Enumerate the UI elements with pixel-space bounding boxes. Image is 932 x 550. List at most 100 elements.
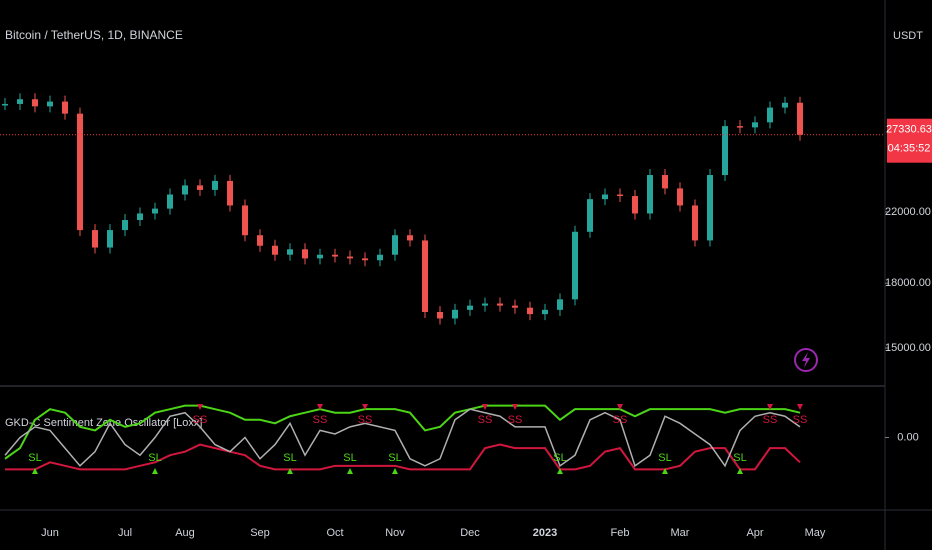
signal-label: SL [388, 452, 401, 464]
signal-arrow [767, 404, 773, 410]
candle [377, 254, 383, 261]
signal-arrow [797, 404, 803, 410]
candle [77, 113, 83, 231]
chart-title: Bitcoin / TetherUS, 1D, BINANCE [5, 28, 183, 42]
x-tick-label: Oct [326, 527, 343, 539]
signal-label: SS [508, 414, 523, 426]
signal-label: SL [553, 452, 566, 464]
signal-label: SL [28, 452, 41, 464]
signal-arrow [317, 404, 323, 410]
candle [2, 103, 8, 106]
candle [557, 299, 563, 310]
signal-label: SL [343, 452, 356, 464]
x-tick-label: Jun [41, 527, 59, 539]
x-tick-label: Sep [250, 527, 270, 539]
candle [707, 175, 713, 241]
candle [107, 230, 113, 248]
signal-label: SL [148, 452, 161, 464]
x-tick-label: Mar [671, 527, 690, 539]
signal-label: SL [283, 452, 296, 464]
x-tick-label: Apr [746, 527, 763, 539]
candle [197, 185, 203, 190]
candle [422, 240, 428, 312]
candle [527, 307, 533, 315]
signal-label: SS [613, 414, 628, 426]
candle [647, 175, 653, 214]
candle [122, 220, 128, 231]
signal-arrow [557, 468, 563, 474]
signal-arrow [197, 404, 203, 410]
x-tick-label: Dec [460, 527, 480, 539]
x-tick-label: Aug [175, 527, 195, 539]
x-tick-label: Feb [611, 527, 630, 539]
x-tick-label: 2023 [533, 527, 557, 539]
candle [212, 180, 218, 190]
candle [767, 107, 773, 123]
icon-ring [794, 348, 818, 372]
candle [137, 213, 143, 221]
candle [782, 102, 788, 108]
candle [542, 309, 548, 315]
y-tick-label: 22000.00 [885, 206, 931, 218]
candle [572, 231, 578, 300]
signal-label: SS [193, 414, 208, 426]
signal-arrow [362, 404, 368, 410]
candle [662, 175, 668, 189]
signal-arrow [32, 468, 38, 474]
signal-label: SS [358, 414, 373, 426]
candle [692, 205, 698, 241]
signal-arrow [662, 468, 668, 474]
candle [347, 256, 353, 259]
candle [632, 196, 638, 214]
signal-arrow [152, 468, 158, 474]
countdown-label: 04:35:52 [888, 143, 931, 155]
indicator-title: GKD-C Sentiment Zone Oscillator [Loxx] [5, 417, 202, 429]
signal-arrow [737, 468, 743, 474]
currency-label: USDT [893, 30, 923, 42]
signal-label: SS [478, 414, 493, 426]
candle [47, 101, 53, 107]
signal-label: SS [763, 414, 778, 426]
icon-bolt [802, 352, 810, 368]
candle [497, 303, 503, 306]
signal-arrow [392, 468, 398, 474]
candle [62, 101, 68, 114]
candle [482, 303, 488, 306]
signal-label: SS [313, 414, 328, 426]
candle [677, 188, 683, 206]
signal-arrow [617, 404, 623, 410]
lightning-icon[interactable] [794, 348, 818, 372]
candle [17, 99, 23, 104]
candle [797, 102, 803, 135]
signal-label: SS [793, 414, 808, 426]
candle [287, 249, 293, 255]
candle [617, 194, 623, 197]
x-tick-label: May [805, 527, 826, 539]
candle [752, 122, 758, 128]
candle [332, 254, 338, 257]
candle [587, 199, 593, 232]
signal-arrow [482, 404, 488, 410]
candle [272, 245, 278, 255]
candle [227, 180, 233, 206]
candle [512, 305, 518, 308]
x-tick-label: Jul [118, 527, 132, 539]
signal-arrow [347, 468, 353, 474]
candle [737, 126, 743, 128]
oscillator-line [4, 408, 801, 468]
candle [437, 311, 443, 319]
candle [467, 305, 473, 310]
candle [602, 194, 608, 200]
signal-arrow [512, 404, 518, 410]
candle [302, 249, 308, 259]
candle [722, 126, 728, 176]
y-tick-label: 0.00 [897, 431, 918, 443]
candle [392, 235, 398, 255]
candle [92, 230, 98, 248]
x-tick-label: Nov [385, 527, 405, 539]
candle [362, 258, 368, 261]
candle [152, 208, 158, 214]
candle [182, 185, 188, 195]
signal-label: SL [733, 452, 746, 464]
